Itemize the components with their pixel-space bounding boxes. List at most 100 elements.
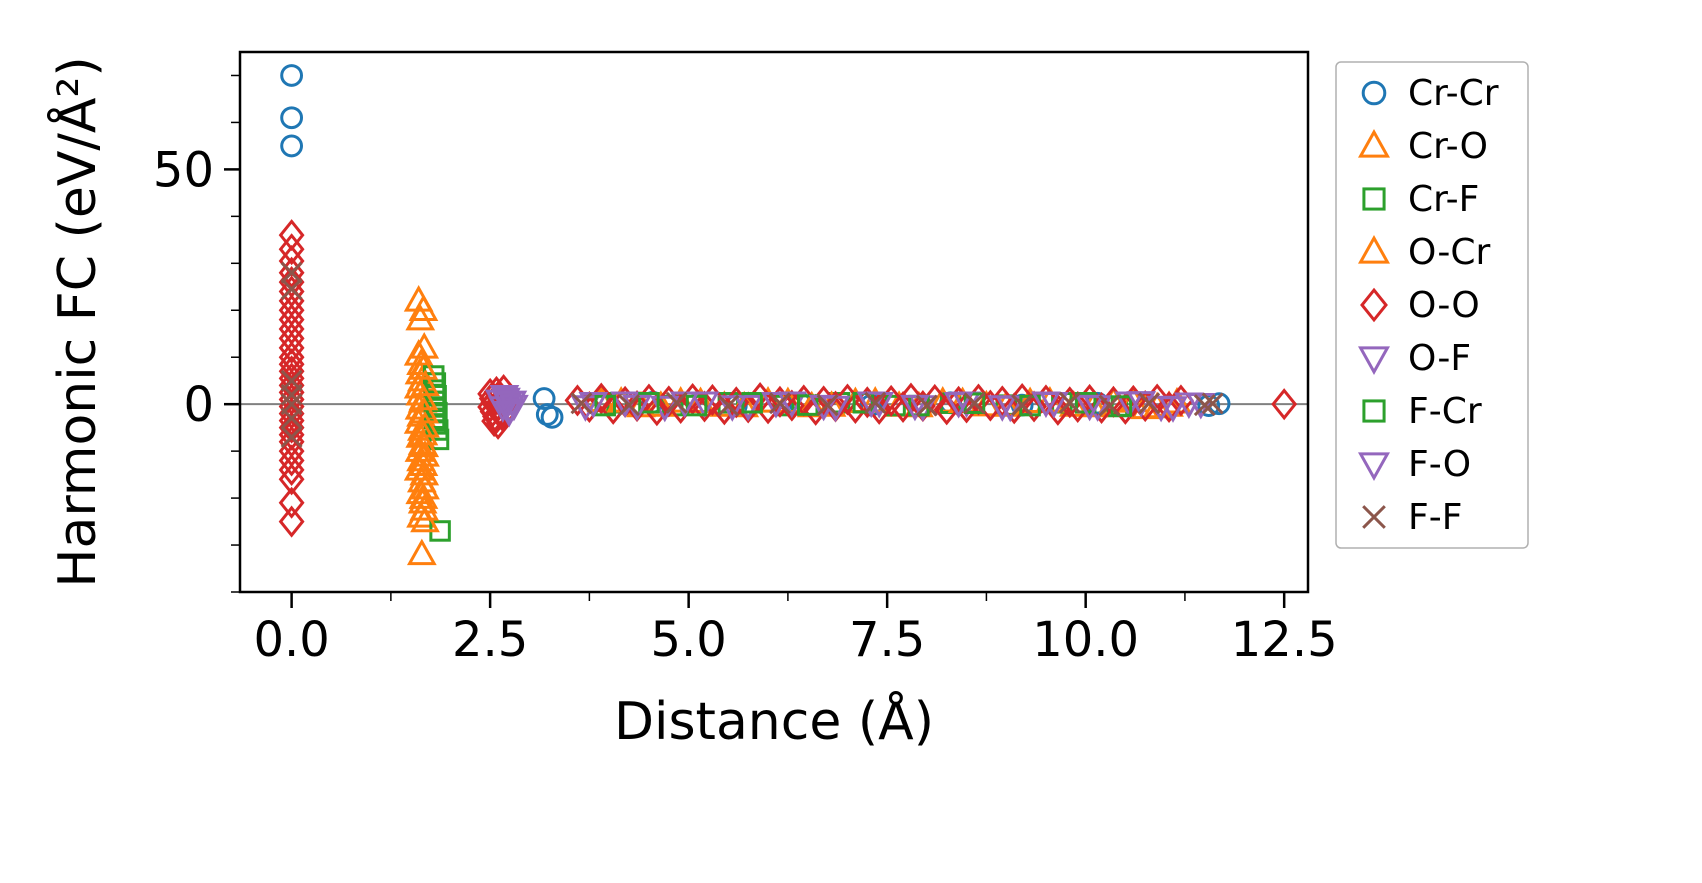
data-point	[618, 394, 641, 417]
data-point	[540, 405, 564, 429]
data-point	[280, 134, 304, 158]
data-point	[278, 233, 305, 266]
data-point	[1158, 396, 1188, 423]
plot-border	[238, 50, 1310, 594]
data-point	[408, 383, 439, 411]
data-point	[987, 395, 1018, 422]
data-point	[278, 486, 305, 519]
data-point	[963, 392, 986, 415]
data-point	[403, 454, 434, 481]
x-tick-label: 12.5	[1231, 612, 1338, 668]
x-tick-label: 7.5	[849, 612, 925, 668]
data-point	[280, 383, 303, 406]
y-tick-label: 0	[183, 377, 214, 433]
data-point	[578, 392, 609, 419]
data-point	[842, 391, 869, 424]
series-F-F	[280, 261, 1224, 449]
data-point	[427, 428, 450, 451]
data-point	[1098, 394, 1121, 417]
data-point	[1361, 80, 1387, 106]
data-point	[489, 384, 520, 412]
y-tick-label: 50	[153, 142, 214, 198]
data-point	[1360, 287, 1388, 323]
data-point	[1358, 452, 1390, 481]
legend-box	[1335, 61, 1529, 549]
data-point	[280, 261, 303, 284]
data-point	[494, 400, 525, 428]
data-point	[410, 369, 440, 397]
x-tick-label: 10.0	[1032, 612, 1139, 668]
data-point	[1362, 399, 1386, 423]
legend-item: O-O	[1360, 285, 1480, 326]
data-point	[280, 426, 303, 449]
data-point	[943, 392, 974, 419]
legend: Cr-Cr Cr-O Cr-F O-Cr O-O O-F F-Cr F-O F-F	[1335, 61, 1529, 549]
data-point	[878, 384, 905, 417]
legend-item: O-F	[1358, 338, 1471, 379]
data-point	[570, 392, 593, 415]
data-point	[717, 394, 740, 417]
data-point	[278, 404, 305, 437]
y-axis: 0 50	[153, 74, 240, 593]
data-point	[711, 393, 738, 426]
legend-item: Cr-O	[1358, 126, 1488, 167]
x-tick-label: 2.5	[452, 612, 528, 668]
data-point	[900, 394, 930, 422]
data-point	[278, 284, 305, 317]
data-point	[409, 493, 440, 521]
legend-label: O-F	[1408, 338, 1471, 379]
data-point	[408, 294, 439, 322]
x-axis: 0.0 2.5 5.0 7.5 10.0 12.5	[253, 592, 1338, 668]
legend-label: F-F	[1408, 497, 1462, 538]
legend-label: O-O	[1408, 285, 1480, 326]
data-point	[1058, 391, 1081, 414]
data-point	[665, 391, 688, 414]
data-point	[768, 392, 791, 415]
data-point	[816, 394, 839, 417]
data-point	[1358, 129, 1390, 158]
legend-item: Cr-Cr	[1361, 73, 1499, 114]
data-point	[1271, 388, 1298, 421]
data-point	[1110, 395, 1133, 417]
data-point	[1358, 235, 1390, 264]
series-Cr-O	[403, 285, 1184, 566]
data-point	[278, 411, 305, 444]
data-point	[280, 278, 303, 301]
data-point	[278, 331, 305, 364]
data-point	[408, 482, 439, 509]
legend-label: Cr-Cr	[1408, 73, 1499, 114]
data-point	[864, 391, 887, 414]
data-point	[280, 407, 303, 430]
legend-label: F-Cr	[1408, 391, 1482, 432]
data-point	[408, 449, 439, 476]
data-point	[643, 394, 670, 427]
data-point	[1362, 187, 1386, 211]
data-point	[278, 453, 305, 486]
legend-label: O-Cr	[1408, 232, 1490, 273]
data-point	[570, 395, 601, 422]
data-point	[278, 444, 305, 477]
data-point	[915, 394, 938, 417]
data-point	[802, 393, 829, 426]
data-point	[1112, 392, 1139, 425]
data-point	[638, 392, 660, 414]
legend-label: Cr-O	[1408, 126, 1488, 167]
data-point	[1031, 391, 1061, 419]
legend-label: Cr-F	[1408, 179, 1479, 220]
legend-item: F-Cr	[1362, 391, 1482, 432]
data-point	[410, 505, 440, 533]
data-point	[278, 505, 305, 538]
x-tick-label: 0.0	[253, 612, 329, 668]
data-point	[278, 463, 305, 496]
data-point	[280, 106, 304, 130]
y-axis-label: Harmonic FC (eV/Å²)	[48, 56, 108, 588]
data-point	[280, 64, 304, 87]
data-point	[1362, 505, 1386, 529]
legend-label: F-O	[1408, 444, 1471, 485]
data-point	[1193, 394, 1216, 417]
legend-item: F-O	[1358, 444, 1471, 485]
legend-item: Cr-F	[1362, 179, 1479, 220]
data-point	[278, 313, 305, 346]
